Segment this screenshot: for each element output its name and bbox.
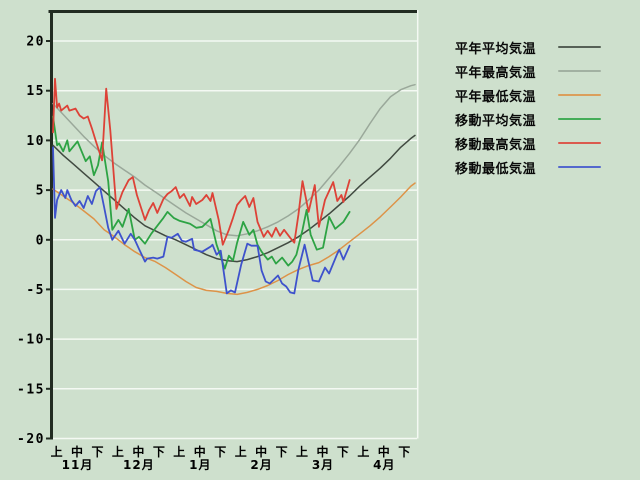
legend-item: 移動平均気温 — [455, 107, 601, 131]
series-lines-group — [52, 77, 416, 296]
y-tick-label: 10 — [26, 134, 45, 149]
legend-item: 平年最高気温 — [455, 59, 601, 83]
legend-label: 移動最低気温 — [455, 161, 537, 177]
legend-item: 移動最高気温 — [455, 131, 601, 155]
series-line-平年最低気温 — [52, 182, 416, 296]
y-tick-label: -20 — [17, 432, 45, 447]
x-period-label: 下 — [91, 445, 104, 459]
x-period-label: 上 — [357, 444, 370, 459]
series-line-平年平均気温 — [52, 134, 416, 263]
y-axis-labels-group: 20 15 10 5 0 -5 -10 -15 -20 — [17, 35, 45, 448]
x-period-label: 下 — [276, 445, 289, 459]
x-period-label: 中 — [316, 444, 329, 459]
plot-border-group — [46, 10, 417, 440]
legend-line-swatch — [558, 118, 601, 120]
x-month-label: 4月 — [373, 458, 395, 472]
legend-line-swatch — [558, 166, 601, 168]
legend-line-swatch — [558, 46, 601, 48]
x-month-label: 2月 — [250, 458, 272, 472]
legend-line-swatch — [558, 94, 601, 96]
series-line-平年最高気温 — [52, 83, 416, 237]
legend-label: 平年最低気温 — [455, 89, 537, 105]
x-month-label: 3月 — [312, 458, 334, 472]
y-tick-label: 0 — [36, 233, 45, 248]
y-tick-label: 20 — [26, 35, 45, 50]
x-period-label: 下 — [337, 445, 350, 459]
x-period-label: 下 — [153, 445, 166, 459]
y-tick-label: -5 — [26, 283, 45, 298]
series-line-移動最低気温 — [52, 146, 351, 295]
legend-item: 平年平均気温 — [455, 35, 601, 59]
legend-label: 移動平均気温 — [455, 113, 537, 129]
legend-line-swatch — [558, 70, 601, 72]
legend-item: 平年最低気温 — [455, 83, 601, 107]
legend-line-swatch — [558, 142, 601, 144]
x-period-label: 下 — [214, 445, 227, 459]
x-month-label: 1月 — [189, 458, 211, 472]
legend-label: 平年最高気温 — [455, 65, 537, 81]
x-month-label: 11月 — [62, 458, 94, 472]
x-period-label: 下 — [398, 445, 411, 459]
x-period-label: 上 — [296, 444, 309, 459]
x-period-label: 上 — [51, 444, 64, 459]
y-tick-label: -15 — [17, 382, 45, 397]
legend-item: 移動最低気温 — [455, 155, 601, 179]
x-period-label: 上 — [235, 444, 248, 459]
x-period-label: 中 — [132, 444, 145, 459]
legend-label: 平年平均気温 — [455, 41, 537, 57]
x-period-label: 上 — [112, 444, 125, 459]
x-period-label: 中 — [194, 444, 207, 459]
y-tick-label: -10 — [17, 333, 45, 348]
series-line-移動最高気温 — [52, 77, 351, 246]
x-period-label: 中 — [255, 444, 268, 459]
legend-label: 移動最高気温 — [455, 137, 537, 153]
x-period-label: 中 — [71, 444, 84, 459]
series-line-移動平均気温 — [52, 115, 351, 270]
x-axis-labels-group: 上中下上中下上中下上中下上中下上中下11月 12月 1月 2月 3月 4月 — [51, 444, 411, 472]
x-period-label: 中 — [378, 444, 391, 459]
chart-legend: 平年平均気温 平年最高気温 平年最低気温 移動平均気温 移動最高気温 移動最低気… — [455, 35, 601, 179]
x-month-label: 12月 — [123, 458, 155, 472]
x-period-label: 上 — [173, 444, 186, 459]
y-tick-label: 5 — [36, 184, 45, 199]
y-tick-label: 15 — [26, 84, 45, 99]
